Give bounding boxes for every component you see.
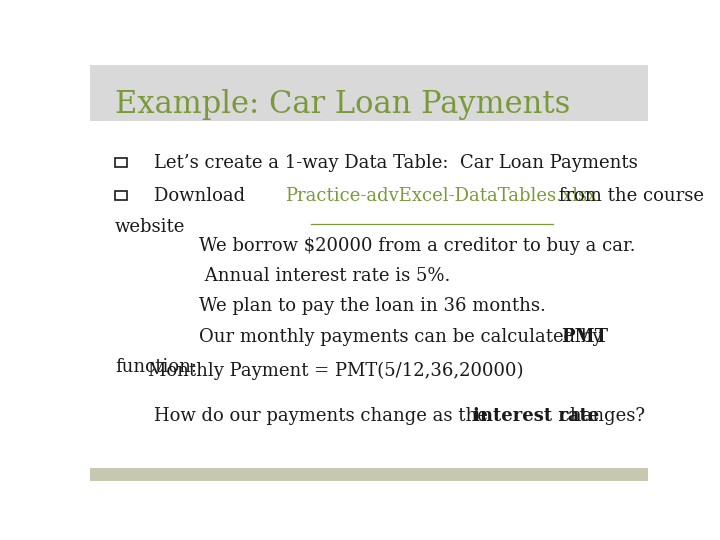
Text: Practice-advExcel-DataTables.xlsx: Practice-advExcel-DataTables.xlsx	[284, 187, 597, 205]
Text: Annual interest rate is 5%.: Annual interest rate is 5%.	[199, 267, 450, 285]
Text: changes?: changes?	[554, 407, 645, 425]
FancyBboxPatch shape	[115, 158, 127, 167]
Text: Monthly Payment = PMT(5/12,36,20000): Monthly Payment = PMT(5/12,36,20000)	[148, 361, 523, 380]
Text: We borrow $20000 from a creditor to buy a car.: We borrow $20000 from a creditor to buy …	[199, 237, 635, 255]
Text: Example: Car Loan Payments: Example: Car Loan Payments	[115, 89, 570, 120]
Text: website: website	[115, 218, 186, 236]
Text: from the course: from the course	[552, 187, 703, 205]
Text: function:: function:	[115, 358, 197, 376]
FancyBboxPatch shape	[90, 468, 648, 481]
Text: How do our payments change as the: How do our payments change as the	[154, 407, 494, 425]
Text: We plan to pay the loan in 36 months.: We plan to pay the loan in 36 months.	[199, 298, 546, 315]
FancyBboxPatch shape	[90, 65, 648, 121]
Text: interest rate: interest rate	[473, 407, 599, 425]
Text: Our monthly payments can be calculated by: Our monthly payments can be calculated b…	[199, 328, 608, 346]
FancyBboxPatch shape	[115, 191, 127, 200]
Text: Let’s create a 1-way Data Table:  Car Loan Payments: Let’s create a 1-way Data Table: Car Loa…	[154, 153, 638, 172]
Text: PMT: PMT	[562, 328, 608, 346]
Text: Download: Download	[154, 187, 251, 205]
